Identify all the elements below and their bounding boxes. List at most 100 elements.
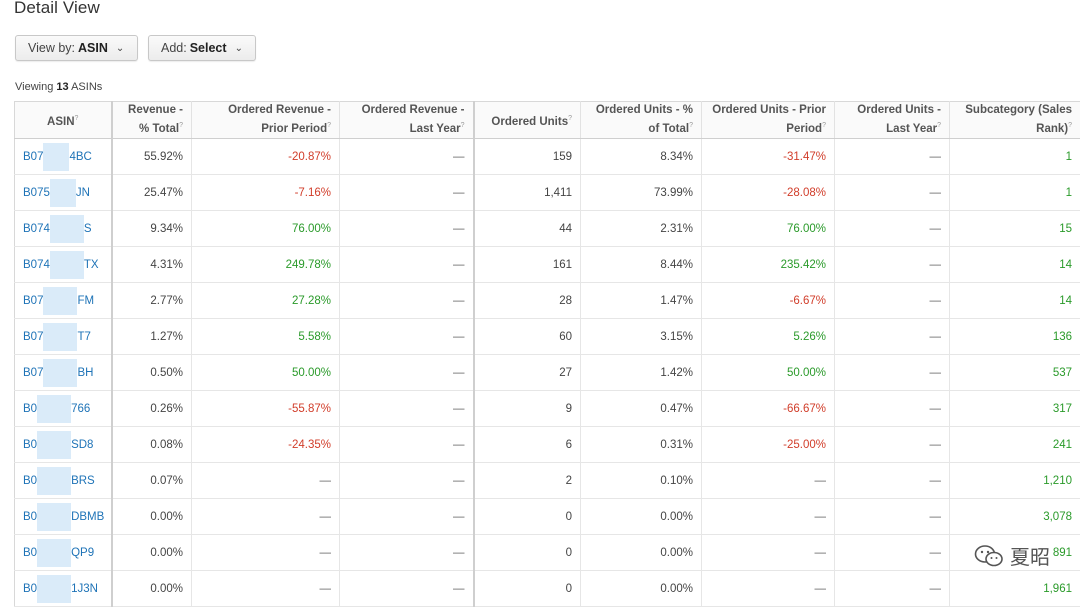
cell-ordered-units: 44 (473, 210, 581, 247)
cell-ordered-revenue-prior-period: 76.00% (191, 210, 340, 247)
page-title: Detail View (14, 0, 100, 17)
cell-asin: B0 1J3N (14, 570, 113, 607)
cell-ordered-units-pct-total: 0.10% (580, 462, 702, 499)
cell-ordered-units-last-year: — (834, 354, 950, 391)
cell-ordered-units-prior-period: -28.08% (701, 174, 835, 211)
cell-ordered-units-last-year: — (834, 390, 950, 427)
cell-revenue-pct-total: 0.00% (111, 570, 192, 607)
cell-ordered-units: 28 (473, 282, 581, 319)
table-row: B0 QP9 0.00% — —0 0.00% — —891 (14, 534, 1080, 571)
asin-link[interactable]: B075 JN (23, 178, 90, 207)
header-subcategory-sales-rank[interactable]: Subcategory (Sales Rank)? (949, 101, 1080, 139)
asin-link[interactable]: B07 T7 (23, 322, 91, 351)
help-icon[interactable]: ? (460, 122, 465, 130)
cell-ordered-units-pct-total: 2.31% (580, 210, 702, 247)
asin-link[interactable]: B0 SD8 (23, 430, 94, 459)
cell-ordered-revenue-last-year: — (339, 246, 475, 283)
help-icon[interactable]: ? (1068, 122, 1072, 130)
asin-prefix: B0 (23, 438, 38, 451)
help-icon[interactable]: ? (689, 122, 693, 130)
header-ordered-units-last-year[interactable]: Ordered Units - Last Year? (834, 101, 950, 139)
header-label: Ordered Revenue - Prior Period (228, 104, 331, 135)
asin-prefix: B07 (23, 150, 44, 163)
detail-table: ASIN? Revenue - % Total? Ordered Revenue -… (14, 101, 1080, 607)
cell-revenue-pct-total: 0.07% (111, 462, 192, 499)
cell-ordered-revenue-prior-period: -20.87% (191, 138, 340, 175)
asin-link[interactable]: B07 BH (23, 358, 93, 387)
asin-suffix: T7 (77, 330, 91, 343)
header-asin[interactable]: ASIN? (14, 101, 113, 139)
asin-prefix: B07 (23, 330, 44, 343)
result-count-prefix: Viewing (15, 81, 54, 93)
header-ordered-revenue-last-year[interactable]: Ordered Revenue - Last Year? (339, 101, 475, 139)
result-count-suffix: ASINs (71, 81, 103, 93)
header-revenue-pct-total[interactable]: Revenue - % Total? (111, 101, 192, 139)
help-icon[interactable]: ? (568, 114, 572, 122)
asin-link[interactable]: B0 DBMB (23, 502, 104, 531)
cell-ordered-revenue-last-year: — (339, 174, 475, 211)
redaction-mask (37, 538, 72, 567)
cell-ordered-units-prior-period: 76.00% (701, 210, 835, 247)
help-icon[interactable]: ? (937, 122, 941, 130)
add-label: Add: (161, 41, 187, 55)
redaction-mask (43, 358, 78, 387)
redaction-mask (49, 214, 84, 243)
asin-prefix: B075 (23, 186, 50, 199)
header-ordered-units[interactable]: Ordered Units? (473, 101, 581, 139)
cell-ordered-units: 0 (473, 534, 581, 571)
cell-ordered-units-pct-total: 1.47% (580, 282, 702, 319)
cell-revenue-pct-total: 1.27% (111, 318, 192, 355)
cell-ordered-revenue-last-year: — (339, 462, 475, 499)
help-icon[interactable]: ? (179, 122, 183, 130)
asin-link[interactable]: B074 S (23, 214, 92, 243)
cell-ordered-units-pct-total: 3.15% (580, 318, 702, 355)
asin-prefix: B07 (23, 294, 44, 307)
cell-sales-rank: 1 (949, 138, 1080, 175)
asin-link[interactable]: B0 BRS (23, 466, 95, 495)
asin-prefix: B0 (23, 474, 38, 487)
redaction-mask (43, 286, 78, 315)
asin-link[interactable]: B07 4BC (23, 142, 92, 171)
header-label: Ordered Units - Last Year (857, 104, 941, 135)
table-row: B0 SD8 0.08% -24.35% —6 0.31% -25.00% —241 (14, 426, 1080, 463)
cell-sales-rank: 317 (949, 390, 1080, 427)
cell-ordered-units-prior-period: -6.67% (701, 282, 835, 319)
header-label: Ordered Revenue - Last Year (361, 104, 465, 135)
cell-ordered-units: 1,411 (473, 174, 581, 211)
cell-ordered-units-pct-total: 0.00% (580, 498, 702, 535)
help-icon[interactable]: ? (74, 114, 79, 122)
cell-ordered-units-last-year: — (834, 174, 950, 211)
table-row: B074 TX 4.31% 249.78% —161 8.44% 235.42% —14 (14, 246, 1080, 283)
cell-asin: B075 JN (14, 174, 113, 211)
cell-ordered-revenue-prior-period: 27.28% (191, 282, 340, 319)
help-icon[interactable]: ? (822, 122, 826, 130)
header-ordered-revenue-prior-period[interactable]: Ordered Revenue - Prior Period? (191, 101, 340, 139)
redaction-mask (49, 250, 84, 279)
cell-revenue-pct-total: 0.00% (111, 498, 192, 535)
asin-link[interactable]: B0 QP9 (23, 538, 94, 567)
asin-suffix: 1J3N (71, 582, 98, 595)
cell-ordered-units-last-year: — (834, 138, 950, 175)
cell-ordered-units-last-year: — (834, 534, 950, 571)
cell-asin: B074 TX (14, 246, 113, 283)
cell-ordered-units: 161 (473, 246, 581, 283)
asin-suffix: JN (75, 186, 90, 199)
cell-ordered-units-last-year: — (834, 426, 950, 463)
header-ordered-units-prior-period[interactable]: Ordered Units - Prior Period? (701, 101, 835, 139)
cell-ordered-revenue-last-year: — (339, 318, 475, 355)
asin-suffix: SD8 (71, 438, 94, 451)
asin-link[interactable]: B07 FM (23, 286, 94, 315)
cell-asin: B0 BRS (14, 462, 113, 499)
asin-link[interactable]: B074 TX (23, 250, 99, 279)
cell-ordered-units-prior-period: — (701, 534, 835, 571)
asin-link[interactable]: B0 766 (23, 394, 90, 423)
view-by-dropdown[interactable]: View by: ASIN ⌄ (15, 35, 138, 61)
asin-link[interactable]: B0 1J3N (23, 574, 98, 603)
header-ordered-units-pct-total[interactable]: Ordered Units - % of Total? (580, 101, 702, 139)
help-icon[interactable]: ? (327, 122, 331, 130)
cell-sales-rank: 14 (949, 282, 1080, 319)
cell-sales-rank: 136 (949, 318, 1080, 355)
add-dropdown[interactable]: Add: Select ⌄ (148, 35, 256, 61)
table-row: B0 DBMB 0.00% — —0 0.00% — —3,078 (14, 498, 1080, 535)
cell-ordered-units-pct-total: 73.99% (580, 174, 702, 211)
